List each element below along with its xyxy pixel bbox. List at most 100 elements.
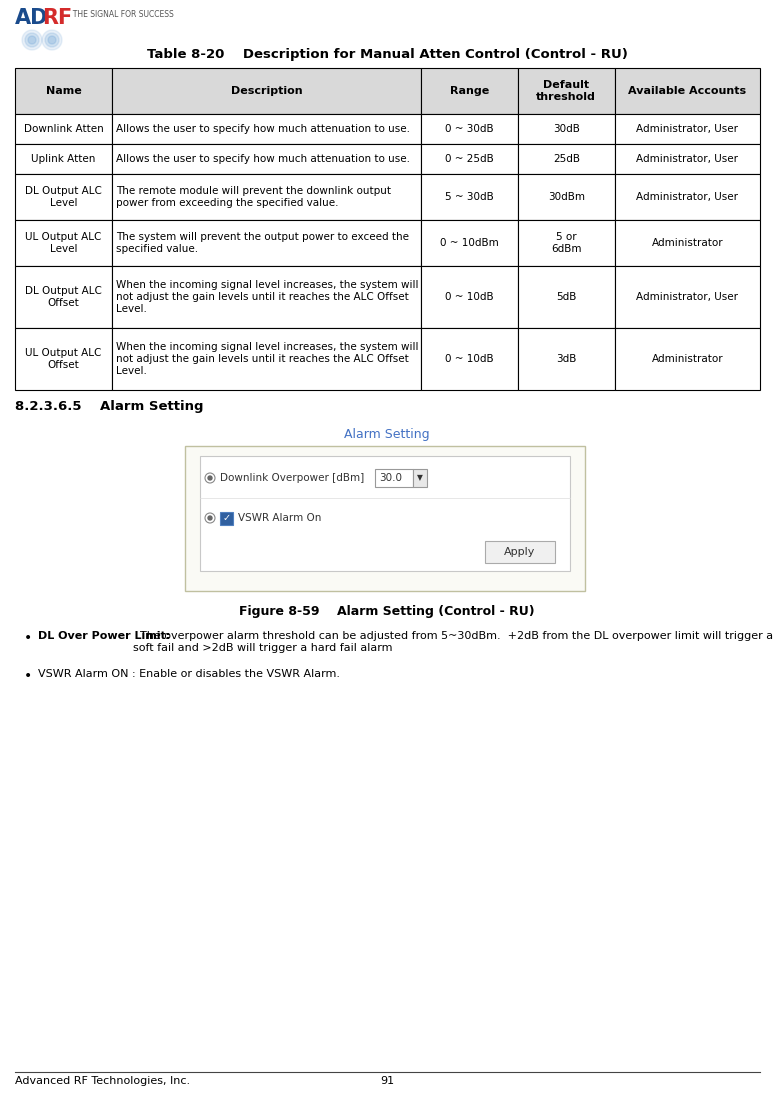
Circle shape bbox=[205, 473, 215, 482]
Text: •: • bbox=[24, 631, 32, 645]
Text: Administrator, User: Administrator, User bbox=[636, 292, 739, 302]
Bar bbox=[421, 220, 518, 266]
Text: The system will prevent the output power to exceed the
specified value.: The system will prevent the output power… bbox=[115, 232, 409, 254]
Circle shape bbox=[208, 476, 212, 480]
Text: Allows the user to specify how much attenuation to use.: Allows the user to specify how much atte… bbox=[115, 154, 410, 164]
Text: DL Output ALC
Offset: DL Output ALC Offset bbox=[25, 286, 102, 308]
Bar bbox=[421, 328, 518, 390]
Text: Allows the user to specify how much attenuation to use.: Allows the user to specify how much atte… bbox=[115, 124, 410, 134]
Text: 8.2.3.6.5    Alarm Setting: 8.2.3.6.5 Alarm Setting bbox=[15, 400, 204, 413]
Text: UL Output ALC
Offset: UL Output ALC Offset bbox=[26, 347, 102, 370]
Text: UL Output ALC
Level: UL Output ALC Level bbox=[26, 232, 102, 254]
Bar bbox=[112, 68, 421, 114]
Text: Administrator, User: Administrator, User bbox=[636, 124, 739, 134]
Bar bbox=[421, 68, 518, 114]
Bar bbox=[112, 174, 421, 220]
Text: Administrator: Administrator bbox=[652, 354, 723, 364]
Bar bbox=[112, 144, 421, 174]
Text: Available Accounts: Available Accounts bbox=[629, 86, 746, 96]
Bar bbox=[15, 266, 112, 328]
Bar bbox=[112, 220, 421, 266]
Text: ▼: ▼ bbox=[417, 474, 423, 482]
Circle shape bbox=[25, 33, 39, 47]
Bar bbox=[615, 328, 760, 390]
Bar bbox=[15, 68, 112, 114]
Text: VSWR Alarm On: VSWR Alarm On bbox=[238, 513, 322, 523]
Text: Apply: Apply bbox=[505, 547, 536, 557]
Text: Description: Description bbox=[231, 86, 302, 96]
Text: 0 ~ 25dB: 0 ~ 25dB bbox=[445, 154, 494, 164]
Bar bbox=[220, 511, 233, 524]
Text: Administrator, User: Administrator, User bbox=[636, 192, 739, 202]
Bar bbox=[615, 114, 760, 144]
Bar bbox=[615, 68, 760, 114]
Bar bbox=[615, 174, 760, 220]
Text: Administrator: Administrator bbox=[652, 238, 723, 248]
Bar bbox=[375, 469, 413, 487]
Text: DL Output ALC
Level: DL Output ALC Level bbox=[25, 186, 102, 208]
Circle shape bbox=[48, 36, 56, 44]
Bar bbox=[15, 174, 112, 220]
Text: Default
threshold: Default threshold bbox=[536, 80, 596, 102]
Text: 30dBm: 30dBm bbox=[548, 192, 585, 202]
Bar bbox=[413, 469, 427, 487]
Bar bbox=[15, 114, 112, 144]
Bar bbox=[112, 266, 421, 328]
Text: Alarm Setting: Alarm Setting bbox=[344, 428, 430, 441]
Circle shape bbox=[205, 513, 215, 523]
Text: 0 ~ 10dBm: 0 ~ 10dBm bbox=[440, 238, 499, 248]
Bar bbox=[15, 220, 112, 266]
Text: Figure 8-59    Alarm Setting (Control - RU): Figure 8-59 Alarm Setting (Control - RU) bbox=[239, 606, 535, 618]
Bar bbox=[485, 541, 555, 563]
Text: 0 ~ 10dB: 0 ~ 10dB bbox=[445, 354, 494, 364]
Text: 5 ~ 30dB: 5 ~ 30dB bbox=[445, 192, 494, 202]
Bar bbox=[112, 328, 421, 390]
Text: Name: Name bbox=[46, 86, 81, 96]
Text: ✓: ✓ bbox=[222, 513, 231, 523]
Text: THE SIGNAL FOR SUCCESS: THE SIGNAL FOR SUCCESS bbox=[68, 10, 174, 19]
Bar bbox=[15, 328, 112, 390]
Bar bbox=[615, 144, 760, 174]
Bar bbox=[518, 144, 615, 174]
Text: Administrator, User: Administrator, User bbox=[636, 154, 739, 164]
Text: The overpower alarm threshold can be adjusted from 5~30dBm.  +2dB from the DL ov: The overpower alarm threshold can be adj… bbox=[133, 631, 773, 653]
Bar bbox=[518, 114, 615, 144]
Text: 3dB: 3dB bbox=[556, 354, 577, 364]
Text: 5 or
6dBm: 5 or 6dBm bbox=[551, 232, 581, 254]
Text: Advanced RF Technologies, Inc.: Advanced RF Technologies, Inc. bbox=[15, 1076, 190, 1086]
Text: When the incoming signal level increases, the system will
not adjust the gain le: When the incoming signal level increases… bbox=[115, 279, 418, 314]
Bar bbox=[421, 144, 518, 174]
Text: 30.0: 30.0 bbox=[379, 473, 402, 482]
Text: Downlink Overpower [dBm]: Downlink Overpower [dBm] bbox=[220, 473, 364, 482]
Text: 5dB: 5dB bbox=[556, 292, 577, 302]
Bar bbox=[518, 266, 615, 328]
Text: 0 ~ 10dB: 0 ~ 10dB bbox=[445, 292, 494, 302]
Circle shape bbox=[45, 33, 59, 47]
Text: DL Over Power Limit:: DL Over Power Limit: bbox=[38, 631, 170, 641]
Circle shape bbox=[208, 517, 212, 520]
Text: 91: 91 bbox=[380, 1076, 394, 1086]
Bar bbox=[518, 68, 615, 114]
Text: 25dB: 25dB bbox=[553, 154, 580, 164]
Circle shape bbox=[42, 30, 62, 49]
Circle shape bbox=[28, 36, 36, 44]
Bar bbox=[200, 456, 570, 571]
Text: Table 8-20    Description for Manual Atten Control (Control - RU): Table 8-20 Description for Manual Atten … bbox=[146, 48, 628, 62]
Text: Uplink Atten: Uplink Atten bbox=[31, 154, 95, 164]
Bar bbox=[421, 114, 518, 144]
Text: 30dB: 30dB bbox=[553, 124, 580, 134]
Text: Range: Range bbox=[449, 86, 489, 96]
Text: AD: AD bbox=[15, 8, 48, 27]
Bar bbox=[15, 144, 112, 174]
Text: RF: RF bbox=[42, 8, 72, 27]
Bar bbox=[421, 174, 518, 220]
Text: The remote module will prevent the downlink output
power from exceeding the spec: The remote module will prevent the downl… bbox=[115, 186, 391, 208]
Bar bbox=[615, 266, 760, 328]
Text: VSWR Alarm ON : Enable or disables the VSWR Alarm.: VSWR Alarm ON : Enable or disables the V… bbox=[38, 669, 340, 679]
Text: 0 ~ 30dB: 0 ~ 30dB bbox=[445, 124, 494, 134]
Bar bbox=[518, 174, 615, 220]
Text: •: • bbox=[24, 669, 32, 682]
Bar bbox=[421, 266, 518, 328]
Bar bbox=[518, 220, 615, 266]
Text: When the incoming signal level increases, the system will
not adjust the gain le: When the incoming signal level increases… bbox=[115, 342, 418, 376]
